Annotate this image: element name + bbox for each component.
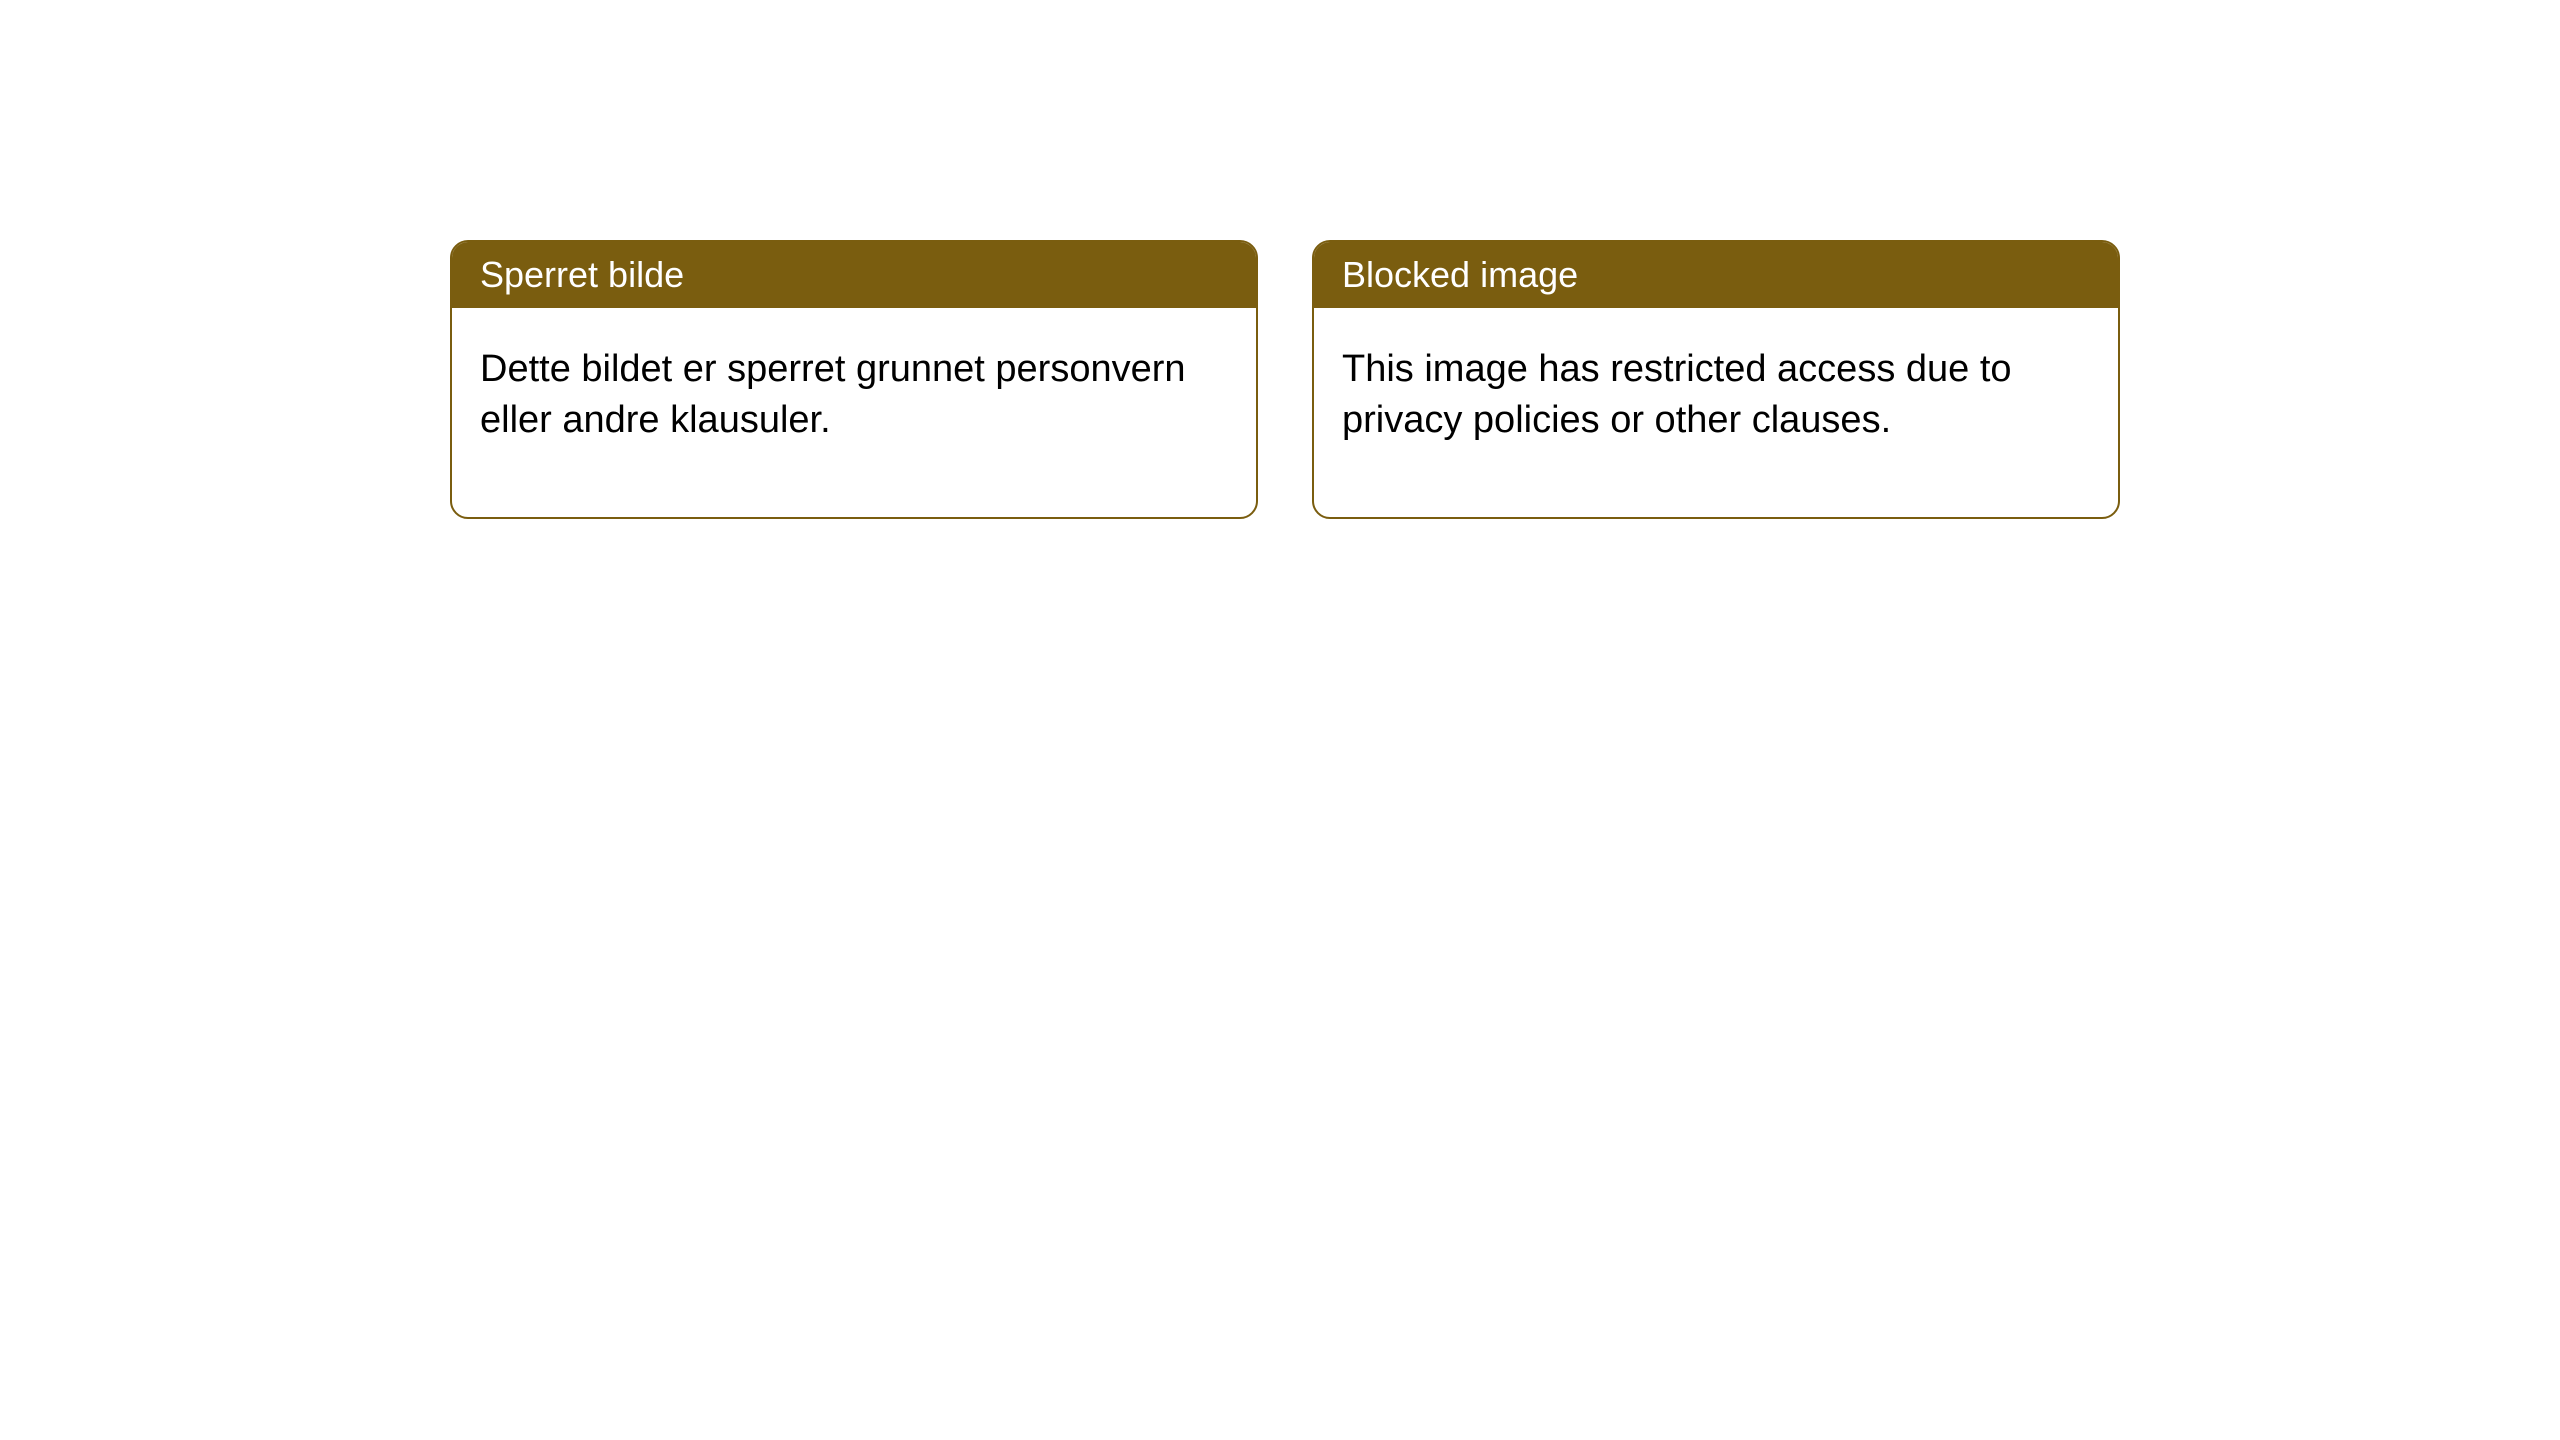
- card-title-en: Blocked image: [1342, 254, 1578, 295]
- card-header-no: Sperret bilde: [452, 242, 1256, 308]
- card-header-en: Blocked image: [1314, 242, 2118, 308]
- card-message-en: This image has restricted access due to …: [1342, 348, 2012, 441]
- blocked-image-card-en: Blocked image This image has restricted …: [1312, 240, 2120, 519]
- notice-container: Sperret bilde Dette bildet er sperret gr…: [0, 0, 2560, 519]
- card-body-no: Dette bildet er sperret grunnet personve…: [452, 308, 1256, 517]
- card-message-no: Dette bildet er sperret grunnet personve…: [480, 348, 1186, 441]
- card-title-no: Sperret bilde: [480, 254, 684, 295]
- card-body-en: This image has restricted access due to …: [1314, 308, 2118, 517]
- blocked-image-card-no: Sperret bilde Dette bildet er sperret gr…: [450, 240, 1258, 519]
